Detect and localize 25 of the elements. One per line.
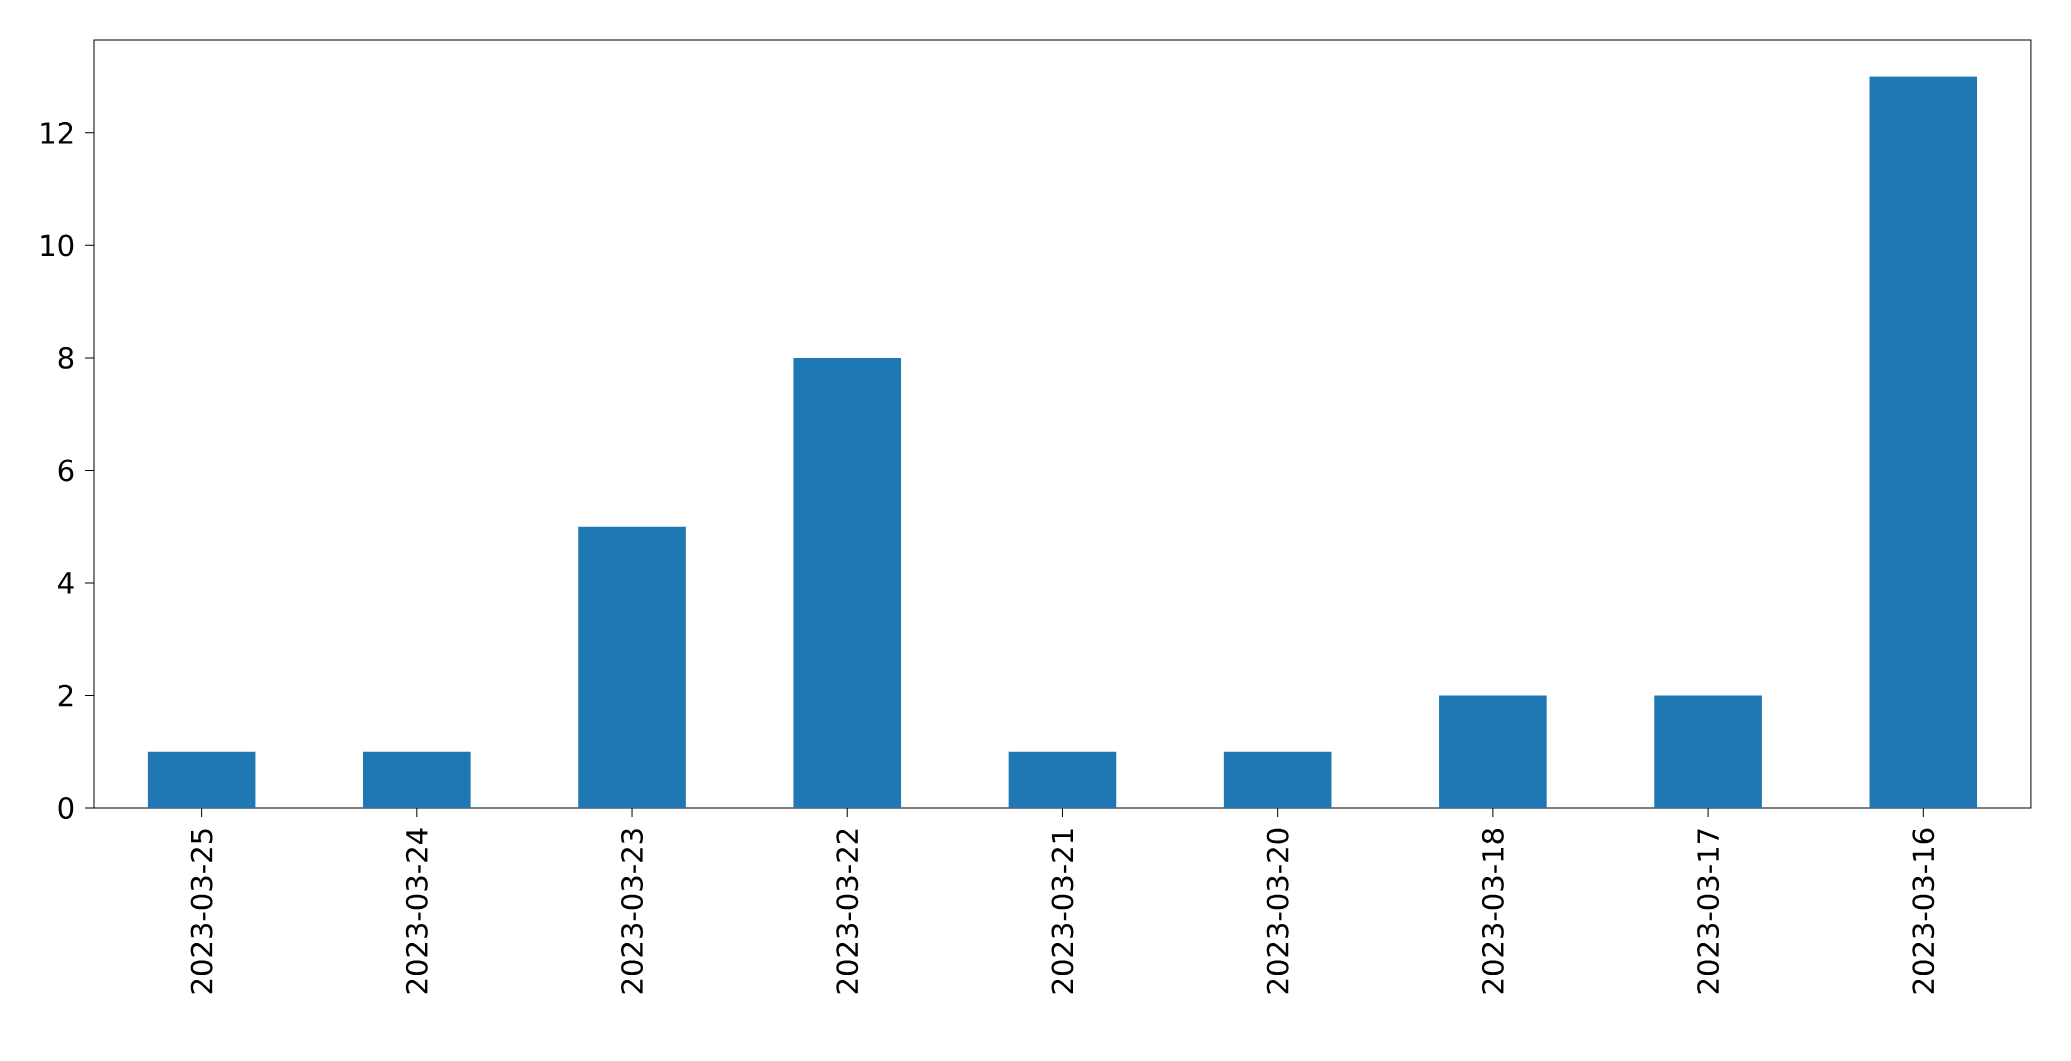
bar xyxy=(578,526,686,808)
y-tick-label: 12 xyxy=(41,122,73,144)
bar xyxy=(793,357,902,808)
y-tick-label: 4 xyxy=(58,572,74,594)
x-tick-label: 2023-03-16 xyxy=(1912,828,1935,994)
bar xyxy=(363,751,471,808)
bar xyxy=(147,751,256,808)
x-tick-label: 2023-03-17 xyxy=(1697,829,1720,994)
bar xyxy=(1008,751,1117,808)
y-tick-label: 2 xyxy=(58,684,73,707)
y-tick-label: 8 xyxy=(58,346,74,369)
x-tick-label: 2023-03-18 xyxy=(1481,828,1504,994)
x-tick-label: 2023-03-21 xyxy=(1051,829,1074,994)
y-tick-label: 6 xyxy=(58,459,74,482)
x-tick-label: 2023-03-22 xyxy=(836,829,859,994)
x-tick-label: 2023-03-24 xyxy=(405,828,428,994)
x-tick-label: 2023-03-25 xyxy=(190,829,213,994)
bar xyxy=(1869,76,1978,808)
bar xyxy=(1439,695,1547,808)
bar xyxy=(1654,695,1762,808)
y-tick-label: 0 xyxy=(58,797,74,819)
x-tick-label: 2023-03-23 xyxy=(621,829,643,994)
bar xyxy=(1223,751,1332,808)
y-tick-label: 10 xyxy=(41,234,74,257)
x-tick-label: 2023-03-20 xyxy=(1266,828,1289,994)
